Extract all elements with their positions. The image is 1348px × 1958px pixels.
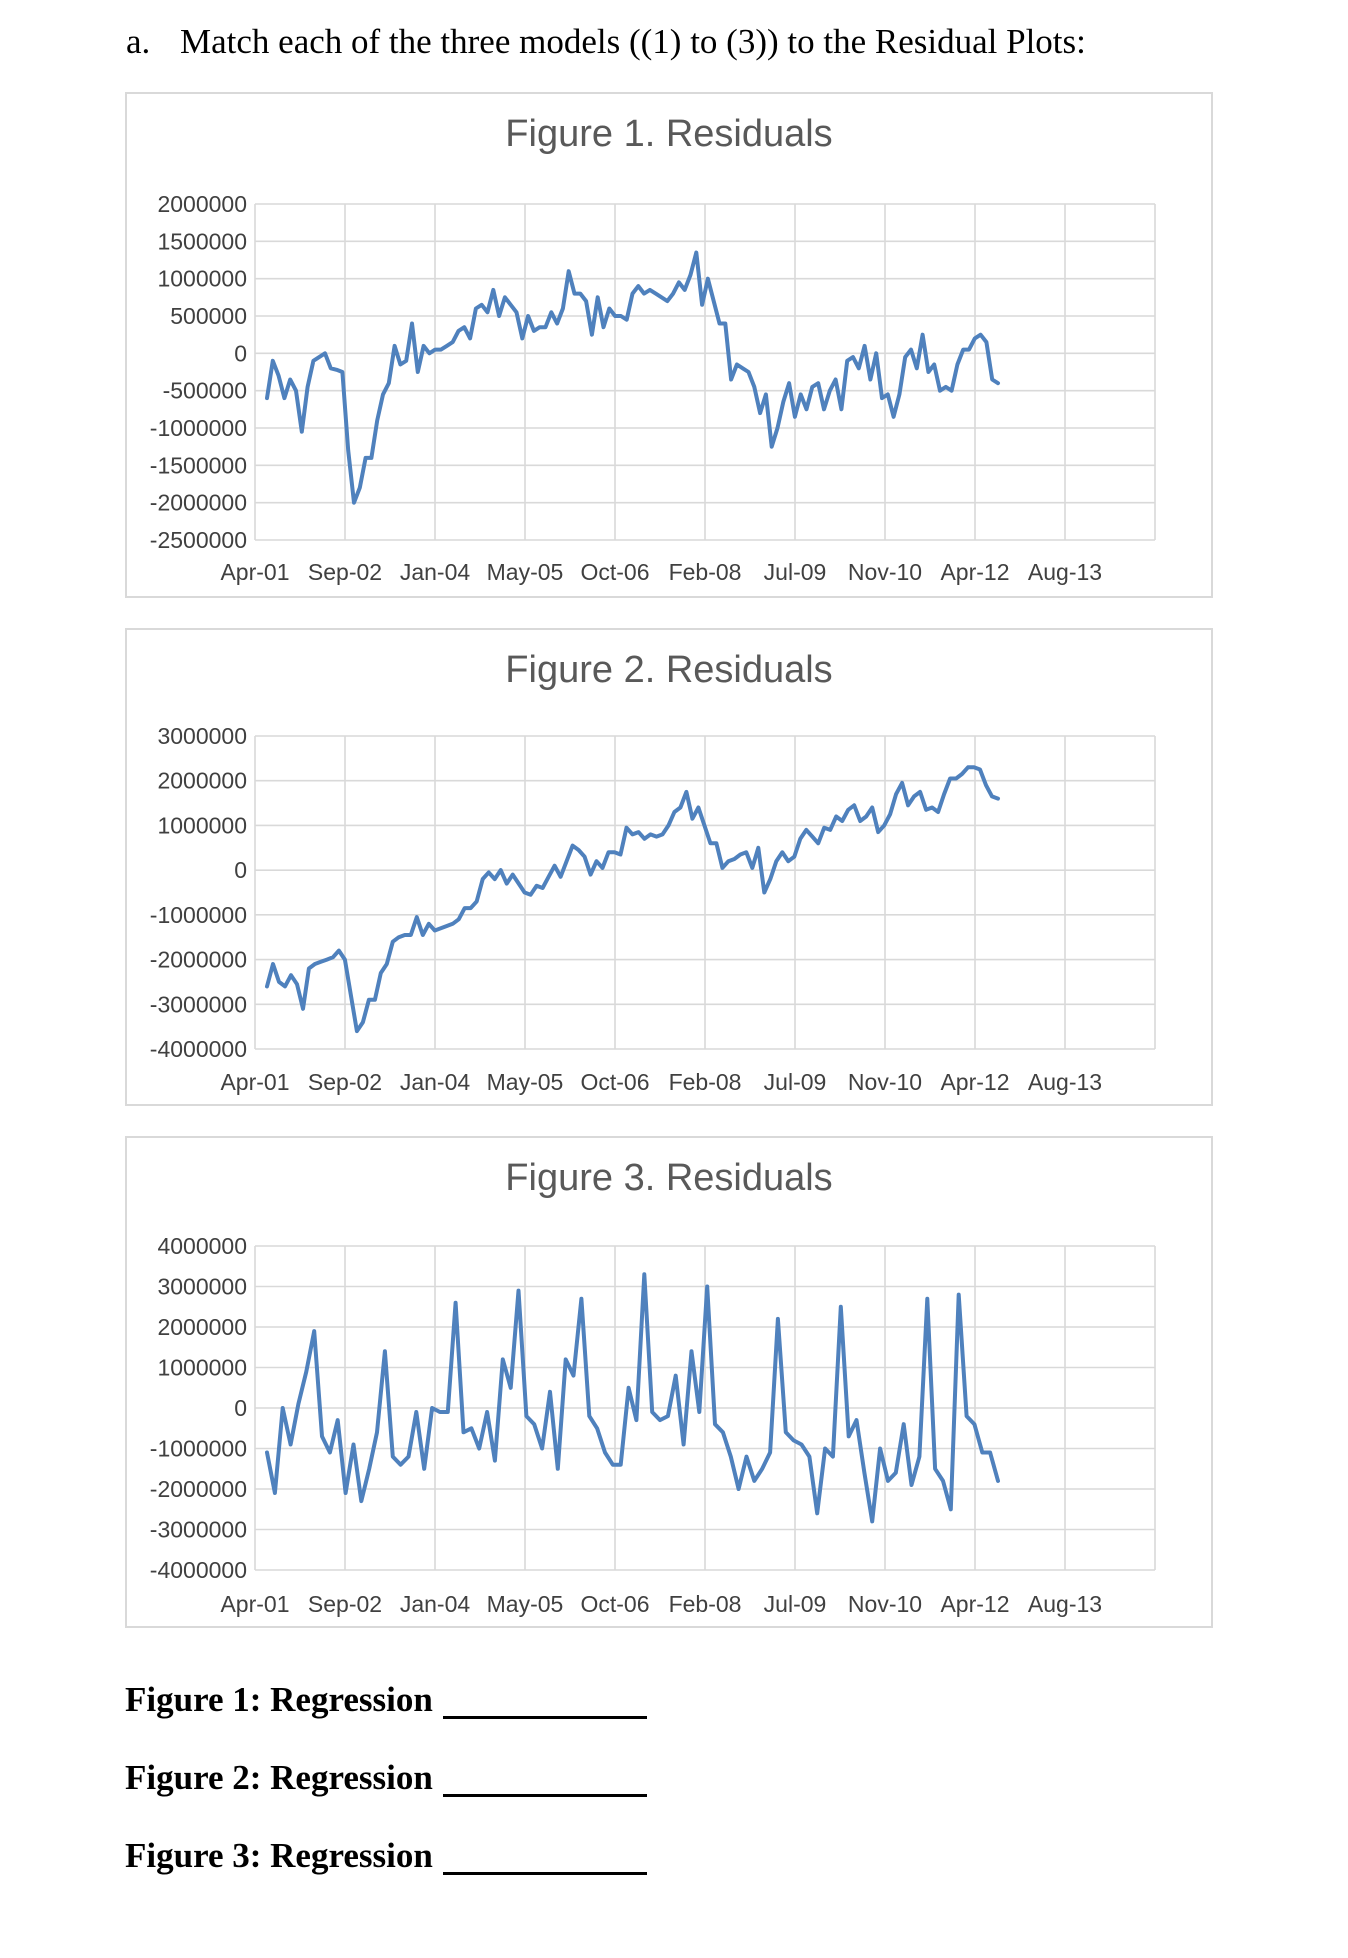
x-tick-label: May-05 — [487, 1069, 564, 1095]
y-tick-label: -2500000 — [150, 527, 247, 553]
y-tick-label: -3000000 — [150, 1517, 247, 1543]
answer-row-figure-3: Figure 3: Regression — [125, 1836, 647, 1914]
x-tick-label: Apr-01 — [220, 1069, 289, 1095]
figure-2-residuals-chart: Figure 2. Residuals 3000000 2000000 1000000… — [150, 649, 1156, 1095]
x-tick-label: Oct-06 — [580, 1591, 649, 1617]
x-tick-label: Jan-04 — [400, 1591, 471, 1617]
y-tick-label: 3000000 — [157, 1274, 247, 1300]
y-tick-label: 0 — [234, 340, 247, 366]
y-tick-label: 0 — [234, 857, 247, 883]
y-tick-label: -2000000 — [150, 947, 247, 973]
x-tick-label: Apr-12 — [940, 559, 1009, 585]
y-tick-label: 4000000 — [157, 1233, 247, 1259]
question-text: Match each of the three models ((1) to (… — [180, 22, 1086, 61]
x-tick-label: May-05 — [487, 1591, 564, 1617]
chart-title: Figure 2. Residuals — [505, 649, 832, 691]
answer-blank-figure-1[interactable] — [442, 1680, 647, 1719]
x-tick-label: Oct-06 — [580, 559, 649, 585]
x-tick-label: Feb-08 — [669, 1591, 742, 1617]
y-tick-label: 2000000 — [157, 768, 247, 794]
y-tick-label: -2000000 — [150, 1476, 247, 1502]
x-tick-label: Apr-12 — [940, 1591, 1009, 1617]
y-tick-label: -1000000 — [150, 415, 247, 441]
y-tick-label: -2000000 — [150, 490, 247, 516]
question-prompt: a. Match each of the three models ((1) to… — [126, 22, 1086, 62]
y-tick-label: -4000000 — [150, 1036, 247, 1062]
x-tick-label: Jul-09 — [764, 1069, 827, 1095]
y-tick-label: -1000000 — [150, 902, 247, 928]
residuals-series-line — [265, 765, 1000, 1034]
y-tick-label: -4000000 — [150, 1557, 247, 1583]
y-tick-label: -500000 — [163, 378, 247, 404]
residuals-series-line — [265, 250, 1000, 505]
answer-row-figure-2: Figure 2: Regression — [125, 1758, 647, 1836]
x-tick-label: Oct-06 — [580, 1069, 649, 1095]
x-tick-label: Aug-13 — [1028, 559, 1102, 585]
answer-blank-figure-2[interactable] — [442, 1758, 647, 1797]
y-tick-label: 3000000 — [157, 723, 247, 749]
x-tick-label: Sep-02 — [308, 1069, 382, 1095]
x-tick-label: Nov-10 — [848, 1591, 922, 1617]
figure-3-residuals-chart: Figure 3. Residuals 4000000 3000000 2000000… — [150, 1157, 1156, 1617]
question-letter: a. — [126, 22, 151, 61]
answer-label-figure-2: Figure 2: Regression — [125, 1758, 433, 1797]
answer-blank-figure-3[interactable] — [442, 1836, 647, 1875]
x-tick-label: Jan-04 — [400, 559, 471, 585]
chart-figure-3: Figure 3. Residuals 4000000 3000000 2000000… — [125, 1136, 1213, 1628]
chart-figure-1: Figure 1. Residuals 2000000 1500000 1000000… — [125, 92, 1213, 598]
chart-figure-2: Figure 2. Residuals 3000000 2000000 1000000… — [125, 628, 1213, 1106]
x-tick-label: May-05 — [487, 559, 564, 585]
x-tick-label: Apr-01 — [220, 1591, 289, 1617]
x-tick-label: Sep-02 — [308, 559, 382, 585]
y-tick-label: 0 — [234, 1395, 247, 1421]
answer-section: Figure 1: Regression Figure 2: Regressio… — [125, 1680, 647, 1914]
answer-row-figure-1: Figure 1: Regression — [125, 1680, 647, 1758]
x-tick-label: Sep-02 — [308, 1591, 382, 1617]
y-tick-label: 1000000 — [157, 1355, 247, 1381]
x-tick-label: Feb-08 — [669, 1069, 742, 1095]
y-tick-label: 500000 — [170, 303, 247, 329]
answer-label-figure-1: Figure 1: Regression — [125, 1680, 433, 1719]
figure-1-residuals-chart: Figure 1. Residuals 2000000 1500000 1000000… — [150, 113, 1156, 585]
y-tick-label: 1500000 — [157, 228, 247, 254]
x-tick-label: Apr-01 — [220, 559, 289, 585]
x-tick-label: Jul-09 — [764, 1591, 827, 1617]
y-tick-label: 2000000 — [157, 191, 247, 217]
y-tick-label: -1000000 — [150, 1436, 247, 1462]
y-tick-label: 1000000 — [157, 266, 247, 292]
chart-title: Figure 1. Residuals — [505, 113, 832, 155]
y-tick-label: 2000000 — [157, 1314, 247, 1340]
x-tick-label: Aug-13 — [1028, 1591, 1102, 1617]
x-tick-label: Jul-09 — [764, 559, 827, 585]
residuals-series-line — [265, 1272, 1000, 1524]
chart-title: Figure 3. Residuals — [505, 1157, 832, 1199]
y-tick-label: -1500000 — [150, 452, 247, 478]
x-tick-label: Feb-08 — [669, 559, 742, 585]
x-tick-label: Jan-04 — [400, 1069, 471, 1095]
answer-label-figure-3: Figure 3: Regression — [125, 1836, 433, 1875]
x-tick-label: Nov-10 — [848, 1069, 922, 1095]
y-tick-label: -3000000 — [150, 991, 247, 1017]
y-tick-label: 1000000 — [157, 812, 247, 838]
x-tick-label: Nov-10 — [848, 559, 922, 585]
x-tick-label: Aug-13 — [1028, 1069, 1102, 1095]
x-tick-label: Apr-12 — [940, 1069, 1009, 1095]
